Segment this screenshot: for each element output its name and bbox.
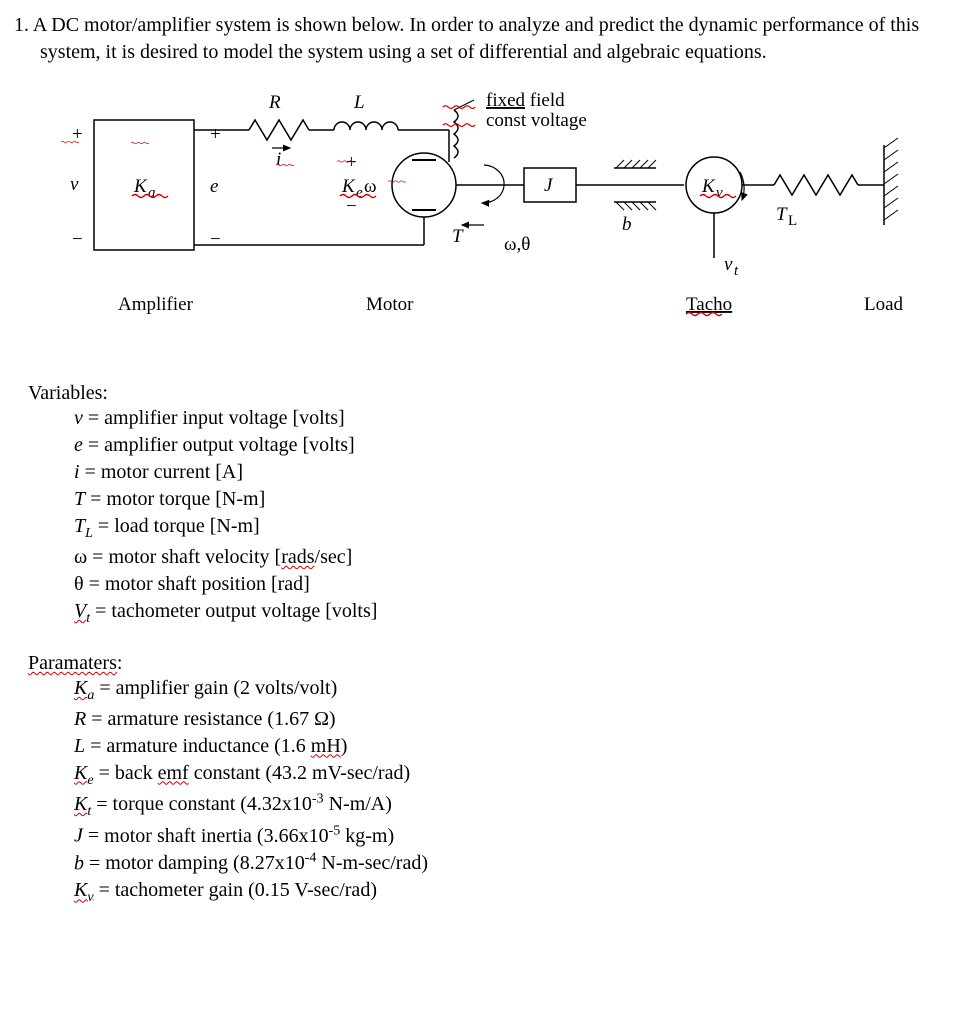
svg-text:e: e [210, 176, 218, 197]
svg-text:−: − [210, 229, 221, 250]
svg-text:Amplifier: Amplifier [118, 294, 194, 315]
svg-text:v: v [716, 185, 723, 201]
svg-text:Tacho: Tacho [686, 294, 732, 315]
variables-heading: Variables: [28, 382, 950, 405]
svg-text:L: L [788, 213, 797, 229]
svg-text:i: i [276, 149, 281, 170]
svg-text:v: v [70, 174, 79, 195]
list-item: θ = motor shaft position [rad] [74, 571, 950, 598]
list-item: R = armature resistance (1.67 Ω) [74, 706, 950, 733]
svg-text:fixed field: fixed field [486, 90, 565, 111]
svg-text:−: − [72, 229, 83, 250]
svg-text:Motor: Motor [366, 294, 414, 315]
list-item: b = motor damping (8.27x10-4 N-m-sec/rad… [74, 850, 950, 878]
list-item: Kv = tachometer gain (0.15 V-sec/rad) [74, 877, 950, 908]
svg-text:v: v [724, 254, 733, 275]
svg-text:e: e [356, 185, 363, 201]
list-item: TL = load torque [N-m] [74, 513, 950, 544]
svg-text:ω: ω [364, 176, 377, 197]
problem-number: 1. [14, 14, 29, 36]
variables-list: v = amplifier input voltage [volts]e = a… [74, 405, 950, 629]
svg-text:T: T [776, 204, 788, 225]
parameters-heading: Paramaters: [28, 652, 950, 675]
svg-text:J: J [544, 175, 554, 196]
list-item: T = motor torque [N-m] [74, 486, 950, 513]
problem-body: A DC motor/amplifier system is shown bel… [33, 14, 919, 63]
svg-text:R: R [268, 92, 281, 113]
list-item: i = motor current [A] [74, 459, 950, 486]
svg-text:a: a [148, 185, 156, 201]
list-item: J = motor shaft inertia (3.66x10-5 kg-m) [74, 822, 950, 850]
list-item: Ke = back emf constant (43.2 mV-sec/rad) [74, 760, 950, 791]
list-item: ω = motor shaft velocity [rads/sec] [74, 544, 950, 571]
svg-text:+: + [210, 124, 221, 145]
problem-statement: 1. A DC motor/amplifier system is shown … [14, 12, 950, 66]
svg-text:ω,θ: ω,θ [504, 234, 530, 255]
list-item: e = amplifier output voltage [volts] [74, 432, 950, 459]
list-item: L = armature inductance (1.6 mH) [74, 733, 950, 760]
parameters-list: Ka = amplifier gain (2 volts/volt)R = ar… [74, 675, 950, 909]
system-diagram: + − v K a + − e Amplifier R L i fixed fi… [54, 90, 950, 356]
list-item: Kt = torque constant (4.32x10-3 N-m/A) [74, 791, 950, 823]
svg-text:L: L [353, 92, 365, 113]
svg-text:Load: Load [864, 294, 904, 315]
list-item: v = amplifier input voltage [volts] [74, 405, 950, 432]
list-item: Vt = tachometer output voltage [volts] [74, 598, 950, 629]
svg-text:T: T [452, 226, 464, 247]
svg-text:b: b [622, 214, 632, 235]
svg-text:t: t [734, 263, 739, 279]
svg-text:const voltage: const voltage [486, 110, 587, 131]
list-item: Ka = amplifier gain (2 volts/volt) [74, 675, 950, 706]
